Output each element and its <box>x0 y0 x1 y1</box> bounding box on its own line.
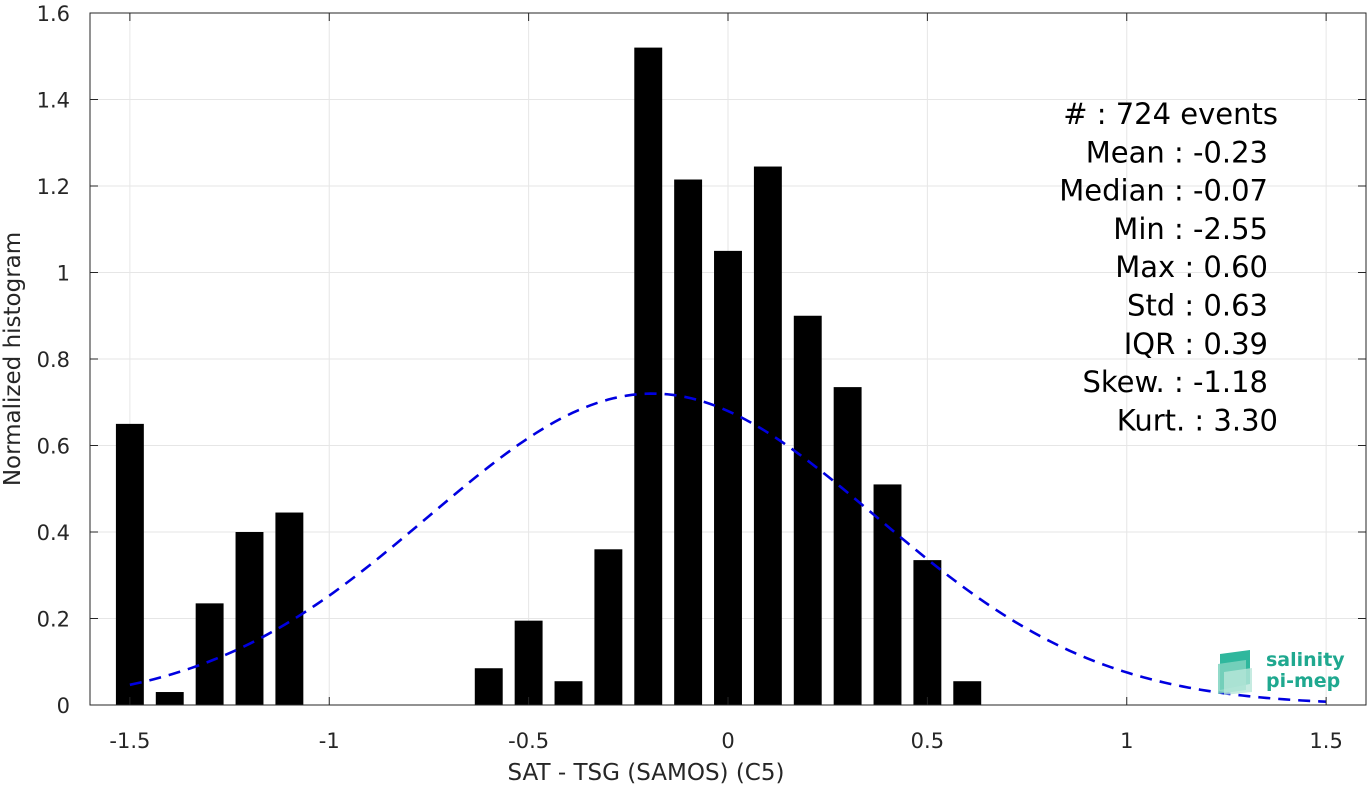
histogram-bar <box>714 250 742 705</box>
histogram-bars <box>115 47 982 706</box>
y-tick-label: 0.4 <box>37 521 70 545</box>
y-tick-label: 0.8 <box>37 348 70 372</box>
histogram-bar <box>235 532 264 705</box>
histogram-bar <box>275 512 304 705</box>
stats-line: Std : 0.63 <box>1127 289 1268 323</box>
logo-line-1: salinity <box>1266 649 1345 671</box>
salinity-pi-mep-logo: salinity pi-mep <box>1218 649 1345 695</box>
histogram-bar <box>554 681 583 705</box>
histogram-bar <box>115 423 144 705</box>
histogram-bar <box>634 47 663 706</box>
stats-line: Skew. : -1.18 <box>1082 365 1268 399</box>
stats-line: Max : 0.60 <box>1115 250 1268 284</box>
stats-line: # : 724 events <box>1063 97 1278 131</box>
y-tick-label: 1 <box>57 262 70 286</box>
x-tick-label: 0 <box>721 729 734 753</box>
y-tick-label: 1.6 <box>37 2 70 26</box>
stats-line: Min : -2.55 <box>1113 212 1268 246</box>
stats-line: IQR : 0.39 <box>1124 327 1268 361</box>
stats-box: # : 724 events Mean : -0.23 Median : -0.07… <box>1059 97 1278 437</box>
x-tick-label: -0.5 <box>508 729 549 753</box>
histogram-bar <box>753 166 782 706</box>
y-axis-ticks: 0 0.2 0.4 0.6 0.8 1 1.2 1.4 1.6 <box>37 2 1366 718</box>
y-tick-label: 0.2 <box>37 608 70 632</box>
histogram-bar <box>953 681 982 705</box>
stats-line: Median : -0.07 <box>1059 174 1268 208</box>
x-axis-label: SAT - TSG (SAMOS) (C5) <box>508 760 785 785</box>
histogram-bar <box>474 668 503 705</box>
x-axis-ticks: -1.5 -1 -0.5 0 0.5 1 1.5 <box>109 13 1343 753</box>
histogram-bar <box>594 549 623 705</box>
stats-line: Kurt. : 3.30 <box>1117 403 1278 437</box>
histogram-bar <box>674 179 703 705</box>
x-tick-label: 1 <box>1120 729 1133 753</box>
stats-line: Mean : -0.23 <box>1086 135 1268 169</box>
normal-fit-curve <box>129 392 1327 704</box>
y-tick-label: 0 <box>57 694 70 718</box>
x-tick-label: -1 <box>319 729 340 753</box>
x-tick-label: -1.5 <box>109 729 150 753</box>
histogram-bar <box>873 484 902 705</box>
y-tick-label: 1.4 <box>37 89 70 113</box>
x-tick-label: 0.5 <box>911 729 944 753</box>
logo-line-2: pi-mep <box>1266 670 1340 692</box>
wave-icon <box>1218 650 1252 695</box>
histogram-bar <box>913 560 942 705</box>
histogram-bar <box>514 620 543 705</box>
x-tick-label: 1.5 <box>1309 729 1342 753</box>
histogram-bar <box>155 692 184 705</box>
histogram-bar <box>195 603 224 705</box>
y-tick-label: 1.2 <box>37 175 70 199</box>
histogram-bar <box>833 387 862 705</box>
y-tick-label: 0.6 <box>37 435 70 459</box>
y-axis-label: Normalized histogram <box>0 232 26 486</box>
histogram-bar <box>793 315 822 705</box>
